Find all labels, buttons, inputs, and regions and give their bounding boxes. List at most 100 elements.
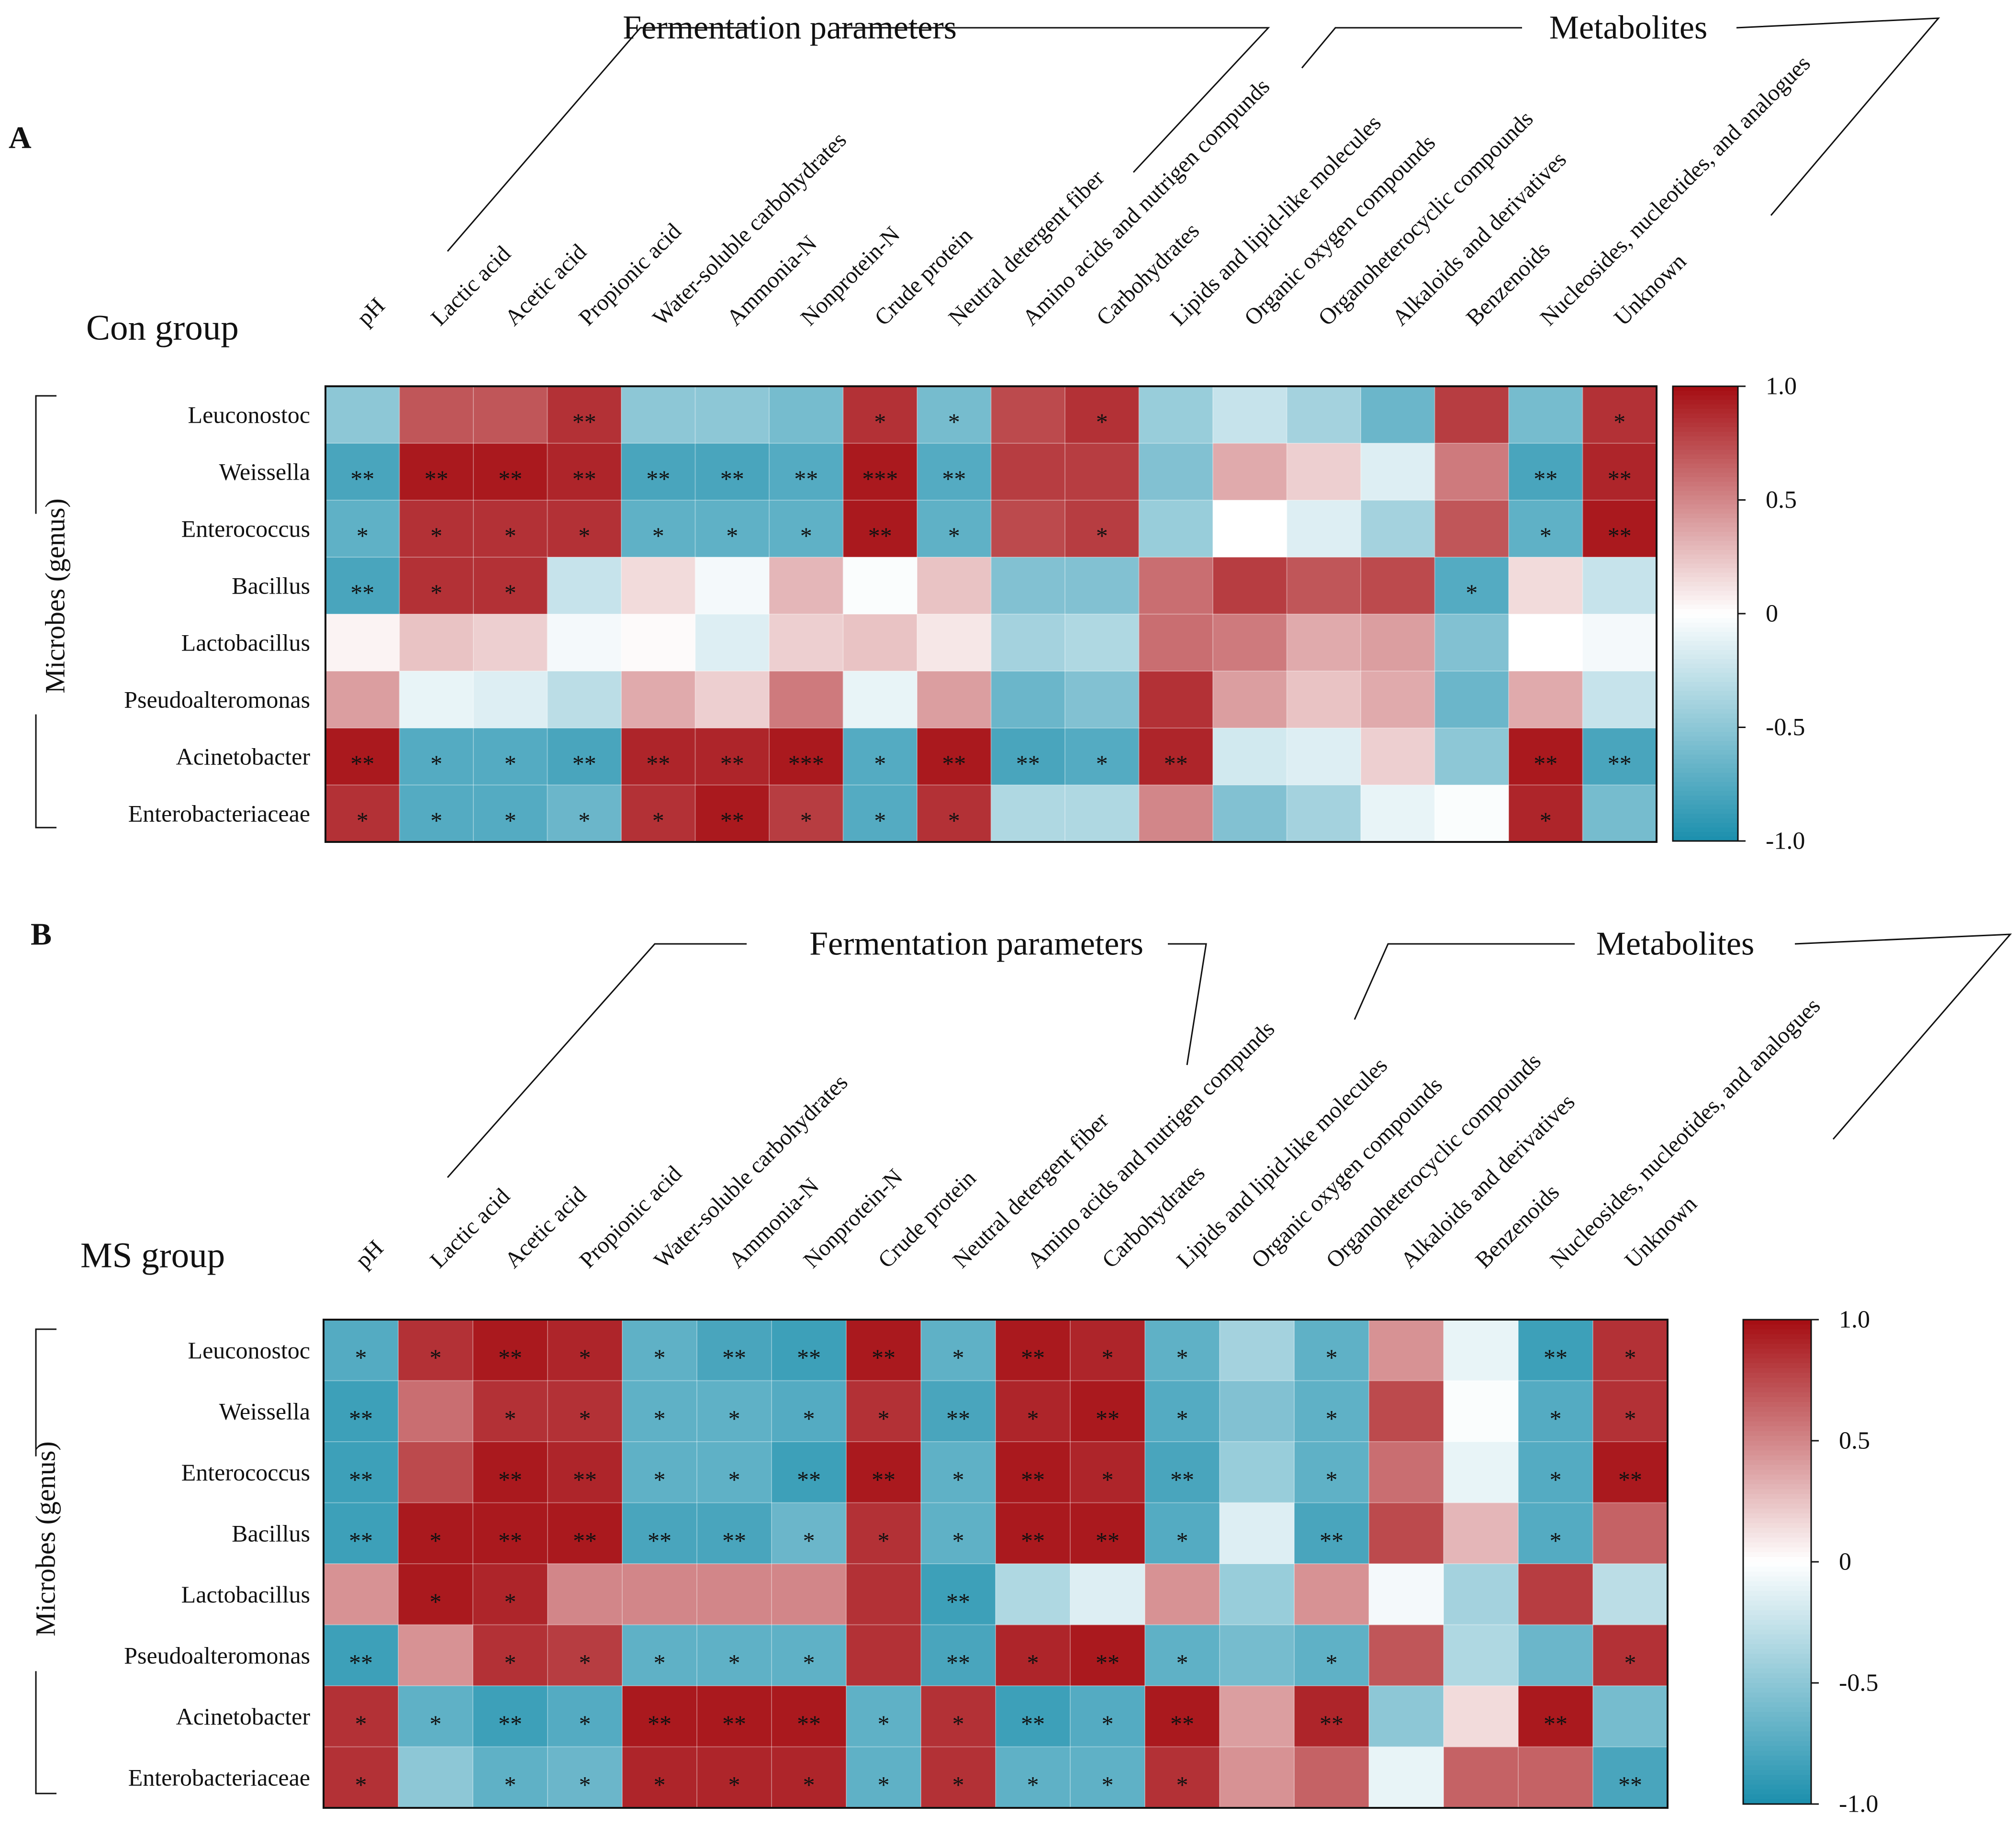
heatmap-cell [996,1380,1071,1442]
heatmap-cell [1509,386,1583,444]
significance-mark: * [952,1344,964,1371]
y-axis-label: Microbes (genus) [40,498,71,694]
colorbar-segment [1673,800,1738,805]
colorbar-segment [1673,750,1738,755]
heatmap-cell [846,1320,921,1381]
colorbar-segment [1743,1659,1811,1664]
heatmap-cell [917,443,992,501]
row-label: Pseudoalteromonas [124,686,310,713]
significance-mark: ** [648,1710,672,1737]
colorbar-segment [1673,673,1738,678]
significance-mark: *** [862,465,898,492]
heatmap-cell [1065,671,1140,729]
heatmap-cell [1070,1442,1145,1503]
heatmap-cell [1139,671,1213,729]
column-label: Nucleosides, nucleotides, and analogues [1535,51,1815,331]
colorbar-segment [1743,1513,1811,1519]
heatmap-cell [1518,1564,1593,1625]
heatmap-cell [1213,728,1288,785]
colorbar-tick-label: -0.5 [1766,714,1805,741]
row-label: Leuconostoc [188,1337,310,1364]
heatmap-cell [1213,386,1288,444]
heatmap-cell [473,1442,548,1503]
colorbar-segment [1743,1605,1811,1611]
colorbar-segment [1743,1692,1811,1698]
colorbar-segment [1673,805,1738,810]
significance-mark: * [952,1771,964,1798]
heatmap-cell [843,557,918,615]
heatmap-cell [1582,614,1657,672]
heatmap-cell [1361,671,1435,729]
colorbar-segment [1743,1446,1811,1451]
heatmap-cell [921,1686,996,1748]
heatmap-cell [843,614,918,672]
significance-mark: * [874,807,886,834]
heatmap-cell [1444,1686,1519,1748]
colorbar-segment [1673,523,1738,528]
colorbar-segment [1743,1755,1811,1761]
row-label: Enterobacteriaceae [128,800,310,827]
heatmap-cell [991,500,1065,558]
significance-mark: * [1027,1405,1039,1432]
heatmap-cell [1582,671,1657,729]
colorbar-segment [1743,1412,1811,1417]
heatmap-cell [621,443,696,501]
colorbar-segment [1673,527,1738,532]
colorbar-segment [1743,1523,1811,1528]
significance-mark: * [1176,1527,1188,1554]
colorbar-segment [1743,1407,1811,1412]
significance-mark: * [1550,1405,1562,1432]
heatmap-cell [1509,443,1583,501]
heatmap-cell [846,1442,921,1503]
significance-mark: * [1624,1344,1636,1371]
colorbar-segment [1673,763,1738,769]
significance-mark: ** [646,465,670,492]
colorbar-segment [1743,1421,1811,1427]
colorbar-tick-label: 0.5 [1839,1427,1870,1455]
heatmap-cell [1434,785,1509,842]
significance-mark: ** [946,1405,970,1432]
significance-mark: ** [942,750,966,777]
significance-mark: * [1540,522,1552,549]
colorbar-segment [1673,509,1738,514]
significance-mark: * [430,750,442,777]
significance-mark: * [803,1771,815,1798]
heatmap-cell [921,1502,996,1564]
group-title: MS group [80,1236,225,1276]
heatmap-cell [547,500,622,558]
heatmap-cell [695,386,770,444]
heatmap-cell [1518,1747,1593,1808]
significance-mark: ** [572,465,596,492]
significance-mark: * [1624,1649,1636,1676]
colorbar-segment [1743,1450,1811,1456]
heatmap-cell [473,1564,548,1625]
heatmap-cell [772,1442,847,1503]
heatmap-cell [1582,386,1657,444]
heatmap-cell [1509,557,1583,615]
heatmap-cell [1294,1564,1369,1625]
heatmap-cell [1369,1686,1444,1748]
colorbar-segment [1673,663,1738,669]
heatmap-cell [1593,1686,1668,1748]
colorbar-segment [1743,1649,1811,1655]
heatmap-cell [1139,614,1213,672]
heatmap-cell [1139,728,1213,785]
significance-mark: * [952,1466,964,1493]
heatmap-cell [547,614,622,672]
colorbar-segment [1673,572,1738,578]
significance-mark: * [357,807,369,834]
colorbar-segment [1673,636,1738,641]
colorbar-segment [1673,682,1738,687]
heatmap-cell [325,785,400,842]
colorbar-segment [1743,1716,1811,1722]
heatmap-cell [846,1747,921,1808]
heatmap-cell [772,1320,847,1381]
heatmap-cell [921,1442,996,1503]
heatmap-cell [1361,728,1435,785]
colorbar-segment [1673,536,1738,541]
colorbar-segment [1673,472,1738,478]
heatmap-cell [917,785,992,842]
heatmap-cell [324,1686,399,1748]
significance-mark: * [1326,1466,1338,1493]
colorbar-segment [1743,1324,1811,1330]
